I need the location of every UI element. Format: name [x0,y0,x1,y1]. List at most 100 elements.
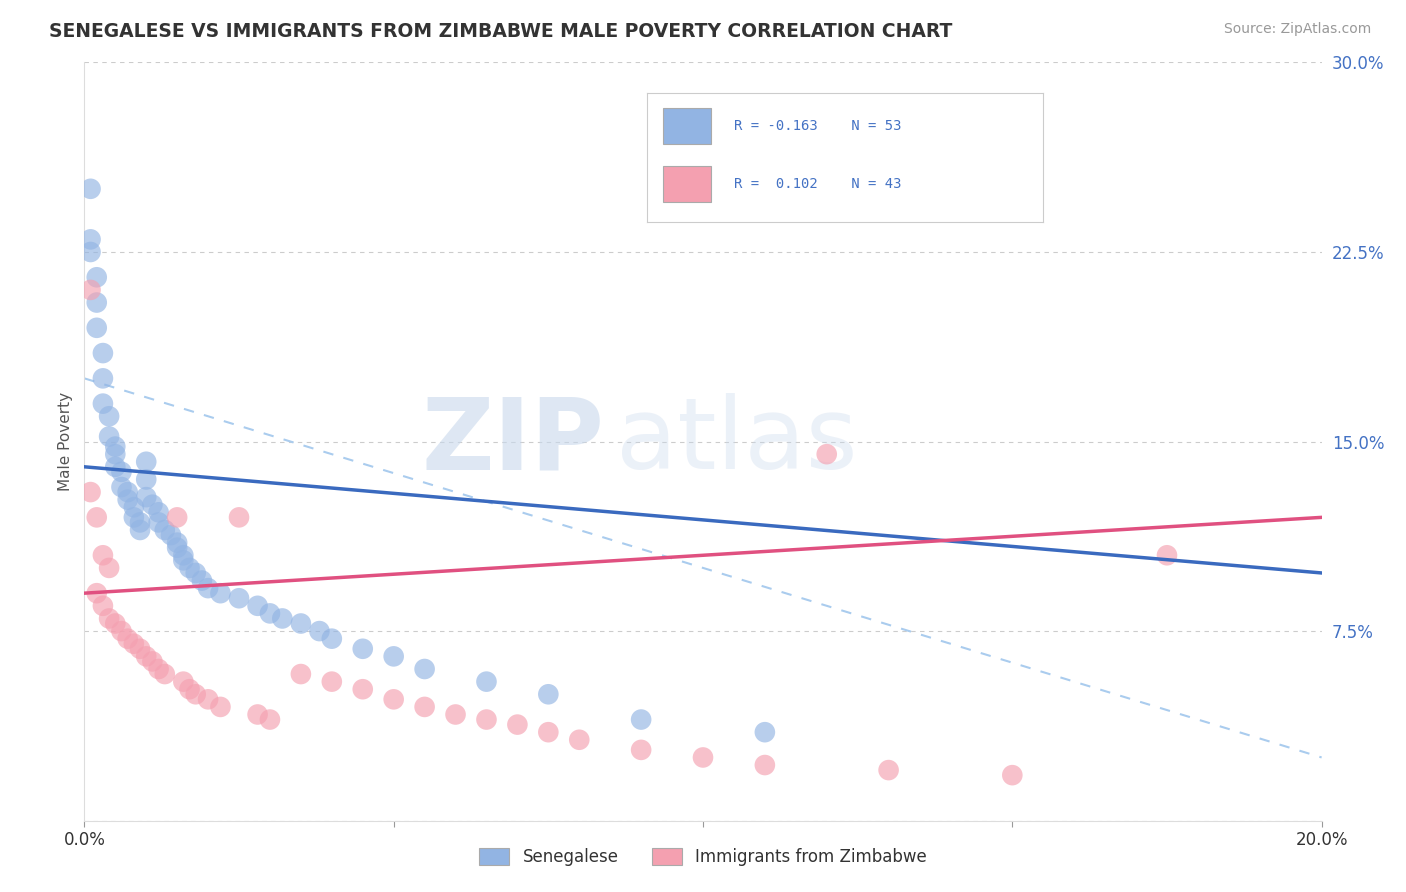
Point [191,574,214,588]
Point [321,632,343,646]
Point [259,713,281,727]
Point [444,707,467,722]
Point [382,692,405,706]
Point [184,687,207,701]
Point [754,758,776,772]
Point [117,632,139,646]
Point [86,586,108,600]
Point [352,682,374,697]
Point [413,699,436,714]
Point [86,295,108,310]
Point [135,473,157,487]
Point [91,599,114,613]
Point [815,447,838,461]
Point [172,674,194,689]
Point [98,611,121,625]
Point [475,674,498,689]
Point [160,528,183,542]
Y-axis label: Male Poverty: Male Poverty [58,392,73,491]
Point [122,637,145,651]
Point [290,667,312,681]
Point [630,713,652,727]
Point [141,498,163,512]
Point [877,763,900,777]
Point [86,320,108,334]
Point [110,465,132,479]
Point [91,371,114,385]
Point [91,548,114,563]
Point [104,616,127,631]
Text: SENEGALESE VS IMMIGRANTS FROM ZIMBABWE MALE POVERTY CORRELATION CHART: SENEGALESE VS IMMIGRANTS FROM ZIMBABWE M… [49,22,953,41]
Point [290,616,312,631]
Point [308,624,330,639]
Point [506,717,529,731]
Point [352,641,374,656]
Point [321,674,343,689]
Point [166,541,188,555]
Point [172,548,194,563]
Point [86,510,108,524]
Point [148,505,170,519]
Point [117,485,139,500]
Point [135,649,157,664]
Point [79,182,101,196]
Point [129,516,152,530]
Point [630,743,652,757]
Point [179,561,201,575]
Point [692,750,714,764]
Point [98,409,121,424]
Point [129,523,152,537]
Text: atlas: atlas [616,393,858,490]
Point [148,662,170,676]
Point [91,396,114,410]
Point [184,566,207,580]
Point [475,713,498,727]
Point [153,523,176,537]
Point [209,699,232,714]
Point [413,662,436,676]
Point [568,732,591,747]
Point [135,490,157,504]
Point [104,447,127,461]
Point [122,500,145,515]
Point [110,480,132,494]
Point [166,535,188,549]
Point [98,561,121,575]
Point [537,687,560,701]
Point [117,492,139,507]
Point [79,283,101,297]
Text: ZIP: ZIP [422,393,605,490]
Point [135,455,157,469]
Point [86,270,108,285]
Point [197,581,219,595]
Point [754,725,776,739]
Point [129,641,152,656]
Point [1001,768,1024,782]
Point [228,591,250,606]
Point [110,624,132,639]
Point [209,586,232,600]
Point [141,655,163,669]
Point [271,611,294,625]
Point [537,725,560,739]
Legend: Senegalese, Immigrants from Zimbabwe: Senegalese, Immigrants from Zimbabwe [472,841,934,873]
Point [166,510,188,524]
Text: Source: ZipAtlas.com: Source: ZipAtlas.com [1223,22,1371,37]
Point [79,485,101,500]
Point [122,510,145,524]
Point [148,516,170,530]
Point [246,599,269,613]
Point [104,440,127,454]
Point [1156,548,1178,563]
Point [91,346,114,360]
Point [179,682,201,697]
Point [172,553,194,567]
Point [104,459,127,474]
Point [153,667,176,681]
Point [228,510,250,524]
Point [259,607,281,621]
Point [79,244,101,259]
Point [98,429,121,443]
Point [246,707,269,722]
Point [382,649,405,664]
